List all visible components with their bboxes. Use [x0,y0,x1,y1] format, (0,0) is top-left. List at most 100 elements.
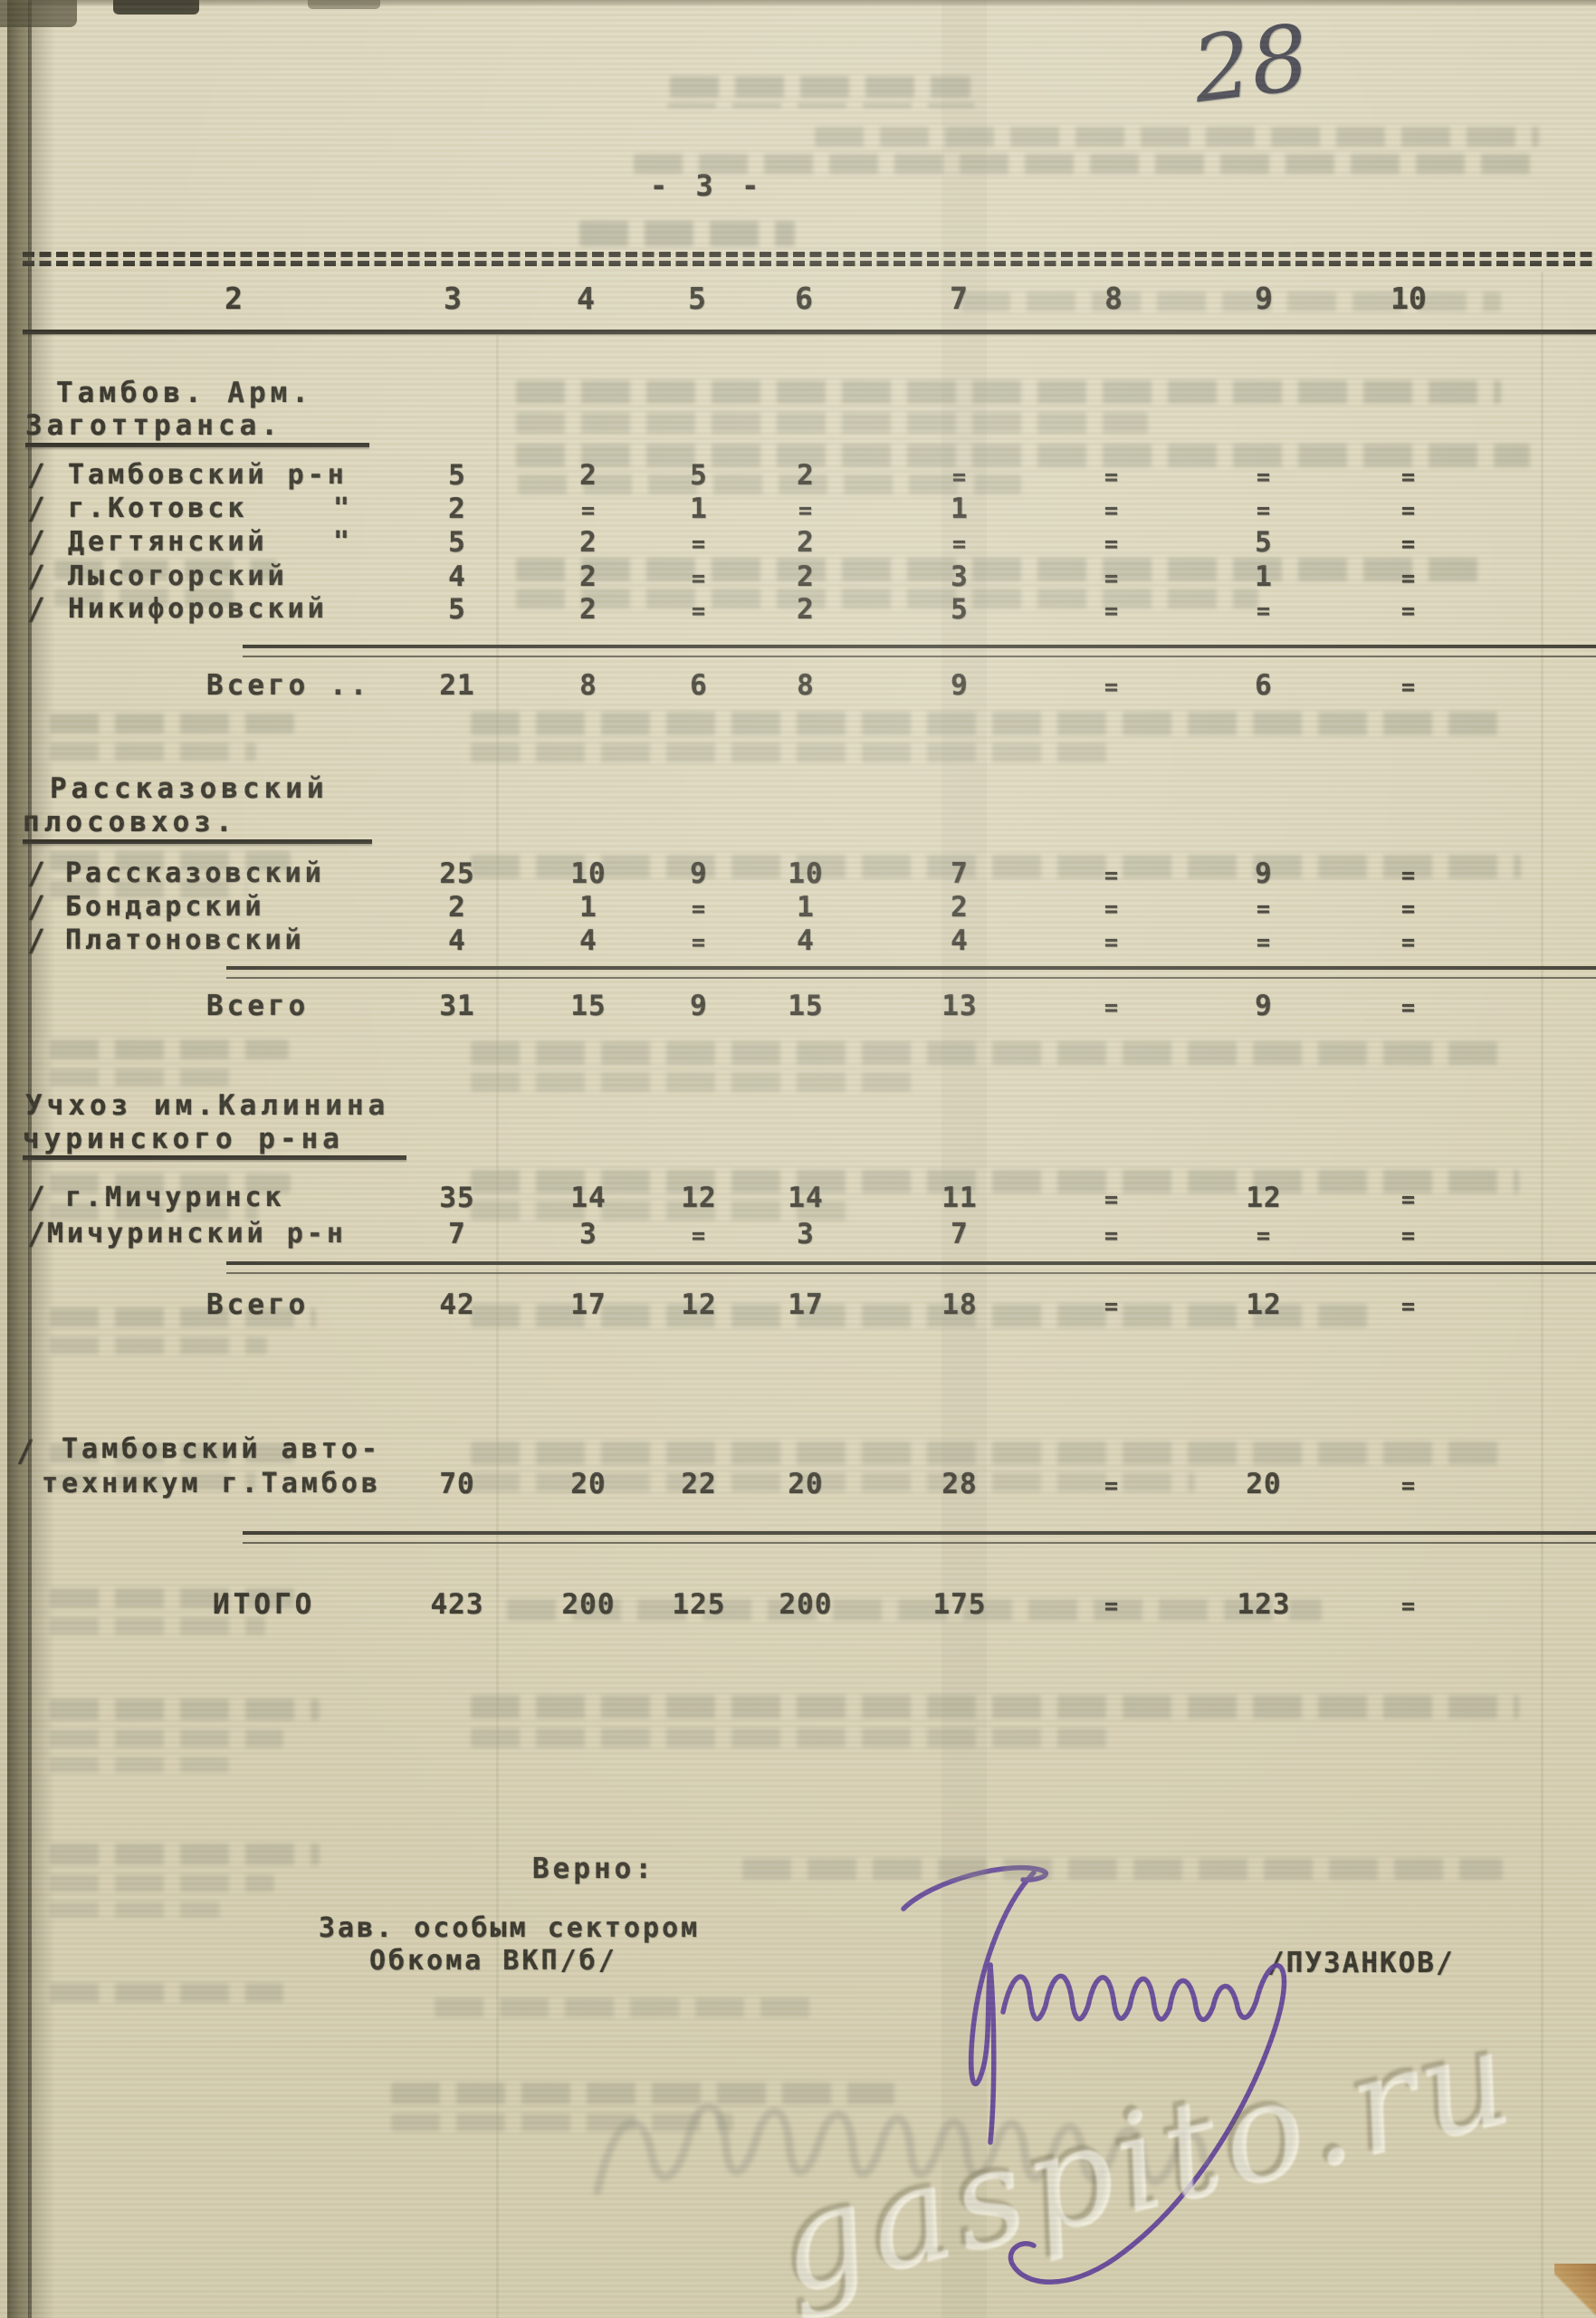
table-cell: 17 [788,1288,824,1321]
bleed-through-text [54,560,277,580]
column-header: 10 [1391,281,1427,316]
bleed-through-text [471,742,1112,762]
page-top-shadow [0,0,1596,7]
table-cell: = [1256,598,1272,624]
paper-crease [496,335,499,2318]
table-cell: 1 [1255,560,1273,593]
table-cell: 14 [788,1182,824,1214]
table-cell: 5 [448,593,466,626]
table-cell: 35 [439,1182,475,1214]
row-label: Никифоровский [68,593,328,625]
page-marker: - 3 - [650,168,765,203]
table-cell: 11 [941,1182,978,1214]
table-cell: 3 [797,1218,815,1250]
table-cell: = [1400,565,1417,591]
table-cell: 7 [951,857,969,890]
table-cell: = [1400,1222,1417,1249]
bleed-through-text [471,855,1521,878]
bleed-through-text [516,380,1501,404]
bleed-through-text [50,1729,283,1748]
bleed-through-text [516,589,1258,608]
table-cell: 3 [951,560,969,593]
table-cell: = [1400,497,1417,523]
table-cell: 9 [1255,857,1273,890]
table-cell: = [1104,994,1120,1020]
section-heading: плосовхоз. [23,806,237,838]
table-cell: 2 [797,459,815,492]
bleed-through-text [634,154,1543,174]
signer-position-line2: Обкома ВКП/б/ [369,1945,617,1977]
table-cell: = [1104,896,1120,922]
table-cell: = [1104,464,1120,490]
table-cell: 42 [439,1288,475,1321]
table-cell: 20 [1246,1468,1282,1500]
table-cell: = [1104,565,1120,591]
table-cell: 20 [570,1468,607,1500]
row-label: г.Котовск [68,493,248,524]
ink-blot [113,0,199,14]
row-label: Дегтянский [68,526,268,558]
table-cell: = [1104,862,1120,888]
heading-underline [23,839,372,844]
table-cell: = [1104,1593,1120,1619]
table-cell: 4 [797,924,815,957]
bleed-through-text [471,1442,1510,1465]
table-cell: = [1400,929,1417,955]
bleed-through-text [471,1170,1519,1193]
table-cell: = [1104,1222,1120,1249]
bleed-through-text [50,1588,307,1608]
bleed-through-text [516,412,1148,434]
double-dashed-rule [23,252,1596,270]
table-cell: 12 [681,1182,717,1214]
total-label: Всего [206,990,310,1022]
bleed-through-text [50,1844,320,1865]
table-cell: = [1400,1472,1417,1499]
bleed-through-text [50,880,247,898]
table-cell: = [691,565,707,591]
table-cell: 12 [1246,1288,1282,1321]
table-cell: = [1104,674,1120,700]
bleed-through-text [471,1728,1121,1748]
section-heading: Заготтранса. [25,409,282,442]
table-cell: 5 [448,526,466,559]
table-cell: = [951,531,968,557]
bleed-through-text [50,1472,256,1490]
table-cell: = [1256,929,1272,955]
column-header: 3 [444,281,462,316]
row-label: техникум г.Тамбов [42,1468,382,1499]
table-cell: 10 [570,857,607,890]
table-cell: = [1104,929,1120,955]
section-heading: Тамбов. Арм. [56,377,313,409]
total-label: Всего [206,1288,310,1321]
bleed-through-text [471,712,1512,735]
row-number-slash: / [27,889,45,924]
bleed-through-text [742,1858,1503,1880]
row-number-slash: / [27,559,45,594]
table-cell: 9 [951,669,969,702]
bleed-through-text [471,1041,1510,1065]
table-cell: 1 [690,493,708,525]
table-cell: = [951,464,968,490]
table-cell: 9 [1255,990,1273,1022]
table-cell: 200 [561,1588,616,1621]
bleed-through-text [516,558,1477,581]
table-cell: 2 [448,891,466,924]
paper-shading [941,0,987,2318]
table-cell: 31 [439,990,475,1022]
table-cell: 15 [788,990,824,1022]
table-cell: 2 [797,593,815,626]
row-number-slash: / [27,1180,45,1215]
table-cell: 12 [1246,1182,1282,1214]
table-cell: 5 [690,459,708,492]
table-cell: 2 [797,526,815,559]
bleed-through-text [50,1039,289,1059]
column-header: 6 [795,281,813,316]
table-cell: = [1400,674,1417,700]
paper-crease [1541,272,1543,2318]
table-cell: = [1400,531,1417,557]
column-header: 8 [1104,281,1123,316]
signature-ink [901,1864,1287,2284]
table-cell: = [1104,1293,1120,1319]
table-cell: 423 [430,1588,484,1621]
bleed-through-text [435,1997,822,2017]
